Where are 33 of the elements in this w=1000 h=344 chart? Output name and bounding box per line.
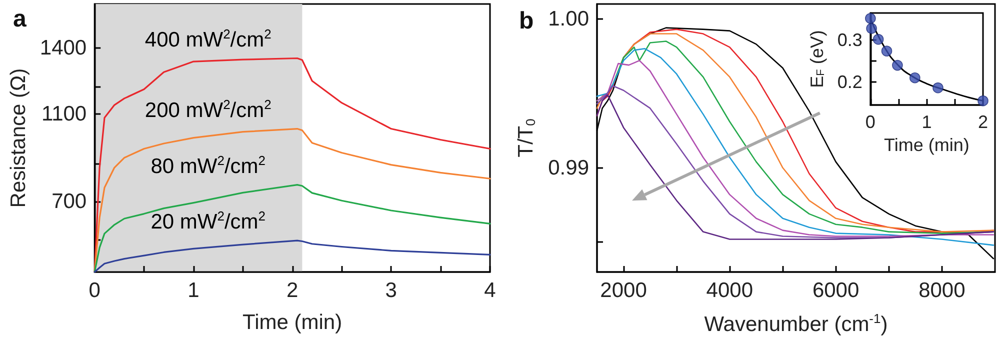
x-tick-label: 3 (385, 279, 397, 302)
chart-title: a (13, 6, 27, 32)
y-axis-title: T/T0 (514, 118, 538, 158)
x-tick-label: 4000 (706, 279, 754, 302)
point (872, 34, 884, 45)
x-tick-label: 6000 (812, 279, 860, 302)
x-tick-label: 4 (484, 279, 496, 302)
y-axis-title: EF (eV) (807, 30, 827, 88)
point (866, 23, 877, 34)
x-tick-label: 1 (922, 112, 932, 132)
x-axis-title: Time (min) (884, 134, 970, 155)
y-tick-label: 700 (52, 190, 87, 214)
x-tick-label: 2000 (600, 279, 647, 302)
point (892, 60, 903, 71)
y-tick-label: 0.2 (837, 72, 862, 92)
y-tick-label: 1100 (41, 102, 87, 126)
chart-title: b (519, 8, 534, 34)
y-tick-label: 0.99 (548, 156, 589, 180)
x-tick-label: 8000 (918, 279, 966, 302)
y-tick-label: 1.00 (548, 7, 589, 30)
y-tick-label: 1400 (40, 36, 87, 60)
x-tick-label: 0 (88, 279, 100, 302)
y-axis-title: Resistance (Ω) (7, 68, 30, 208)
x-tick-label: 0 (865, 112, 876, 132)
point (910, 72, 920, 84)
y-tick-label: 0.3 (837, 30, 862, 50)
x-tick-label: 2 (978, 112, 988, 132)
x-tick-label: 2 (286, 279, 298, 302)
point (881, 46, 892, 56)
x-axis-title: Time (min) (242, 311, 342, 334)
x-tick-label: 1 (188, 279, 200, 302)
point (932, 82, 944, 94)
point (865, 13, 876, 24)
